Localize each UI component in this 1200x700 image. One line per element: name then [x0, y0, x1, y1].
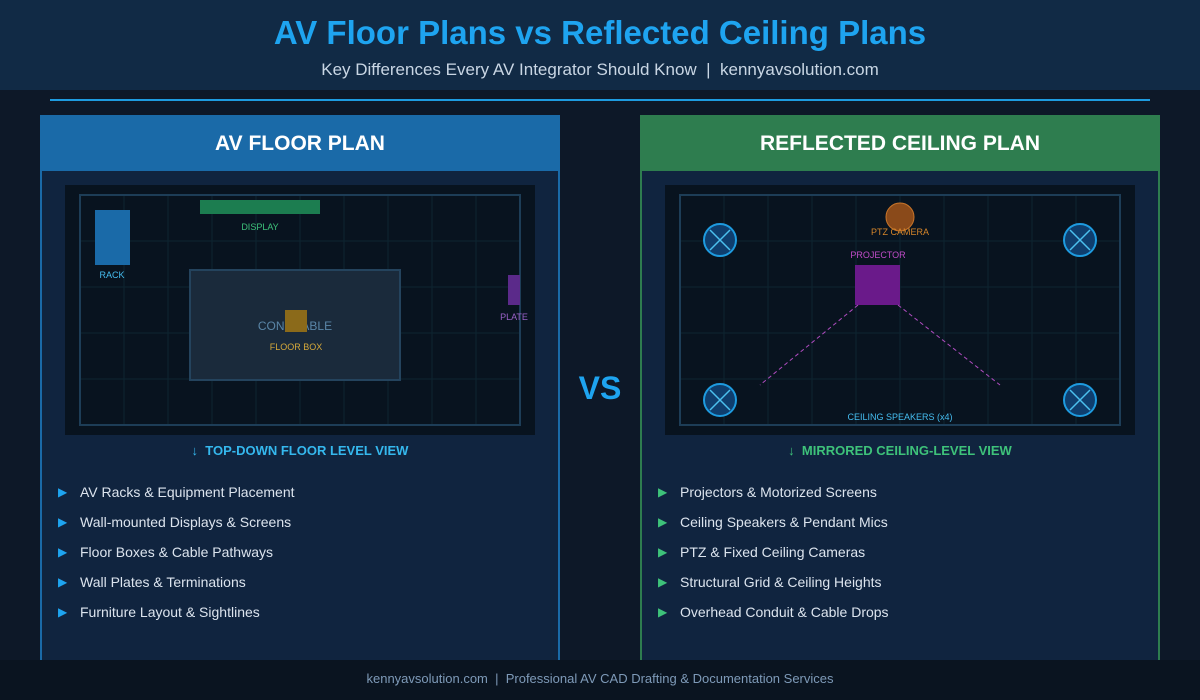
- speaker-icon: [703, 383, 737, 417]
- ceiling-view-label: ↓ MIRRORED CEILING-LEVEL VIEW: [788, 443, 1012, 458]
- ceiling-plan-title: REFLECTED CEILING PLAN: [642, 117, 1158, 171]
- triangle-bullet-icon: ▶: [58, 575, 68, 589]
- list-item: ▶ Ceiling Speakers & Pendant Mics: [658, 514, 888, 530]
- triangle-bullet-icon: ▶: [658, 605, 668, 619]
- display-shape: [200, 200, 320, 214]
- list-item: ▶ Furniture Layout & Sightlines: [58, 604, 260, 620]
- projection-lines: [759, 304, 1001, 386]
- speaker-icon: [703, 223, 737, 257]
- rack-shape: [95, 210, 130, 265]
- vs-label: VS: [578, 370, 622, 406]
- speaker-icon: [1063, 383, 1097, 417]
- floor-plan-panel: AV FLOOR PLAN RACK DISPLAY CONF TABLE FL…: [40, 115, 560, 665]
- projector-label: PROJECTOR: [850, 250, 906, 260]
- display-label: DISPLAY: [241, 222, 278, 232]
- triangle-bullet-icon: ▶: [58, 485, 68, 499]
- page-title: AV Floor Plans vs Reflected Ceiling Plan…: [273, 14, 927, 51]
- grid-lines: [680, 195, 1120, 425]
- list-item: ▶ AV Racks & Equipment Placement: [58, 484, 295, 500]
- list-item: ▶ Overhead Conduit & Cable Drops: [658, 604, 889, 620]
- room-outline: [679, 194, 1121, 426]
- camera-icon: [885, 202, 915, 232]
- ceiling-feature-list: ▶ Projectors & Motorized Screens ▶ Ceiling…: [658, 477, 889, 627]
- floor-view-label: ↓ TOP-DOWN FLOOR LEVEL VIEW: [191, 443, 409, 458]
- speakers-label: CEILING SPEAKERS (x4): [847, 412, 952, 422]
- list-item: ▶ Wall Plates & Terminations: [58, 574, 246, 590]
- ceiling-plan-panel: REFLECTED CEILING PLAN PTZ CAMERA PROJEC…: [640, 115, 1160, 665]
- header: AV Floor Plans vs Reflected Ceiling Plan…: [0, 0, 1200, 90]
- page-subtitle: Key Differences Every AV Integrator Shou…: [321, 60, 879, 79]
- projector-shape: [855, 265, 900, 305]
- list-item: ▶ PTZ & Fixed Ceiling Cameras: [658, 544, 866, 560]
- floor-plan-title: AV FLOOR PLAN: [42, 117, 558, 171]
- floor-box-shape: [285, 310, 307, 332]
- wall-plate-shape: [508, 275, 520, 305]
- triangle-bullet-icon: ▶: [658, 545, 668, 559]
- floor-feature-list: ▶ AV Racks & Equipment Placement ▶ Wall-mo…: [58, 477, 295, 627]
- list-item: ▶ Floor Boxes & Cable Pathways: [58, 544, 273, 560]
- triangle-bullet-icon: ▶: [658, 515, 668, 529]
- triangle-bullet-icon: ▶: [658, 485, 668, 499]
- speaker-icon: [1063, 223, 1097, 257]
- triangle-bullet-icon: ▶: [658, 575, 668, 589]
- list-item: ▶ Structural Grid & Ceiling Heights: [658, 574, 882, 590]
- rack-label: RACK: [99, 270, 124, 280]
- camera-label: PTZ CAMERA: [871, 227, 929, 237]
- floor-plan-diagram: RACK DISPLAY CONF TABLE FLOOR BOX PLATE: [65, 185, 535, 435]
- list-item: ▶ Projectors & Motorized Screens: [658, 484, 877, 500]
- triangle-bullet-icon: ▶: [58, 605, 68, 619]
- list-item: ▶ Wall-mounted Displays & Screens: [58, 514, 292, 530]
- floor-box-label: FLOOR BOX: [270, 342, 323, 352]
- triangle-bullet-icon: ▶: [58, 515, 68, 529]
- footer: kennyavsolution.com | Professional AV CA…: [0, 660, 1200, 700]
- room-outline: [79, 194, 521, 426]
- plate-label: PLATE: [500, 312, 528, 322]
- ceiling-plan-diagram: PTZ CAMERA PROJECTOR CEILING SPEAKERS (x…: [665, 185, 1135, 435]
- triangle-bullet-icon: ▶: [58, 545, 68, 559]
- divider: [50, 99, 1150, 101]
